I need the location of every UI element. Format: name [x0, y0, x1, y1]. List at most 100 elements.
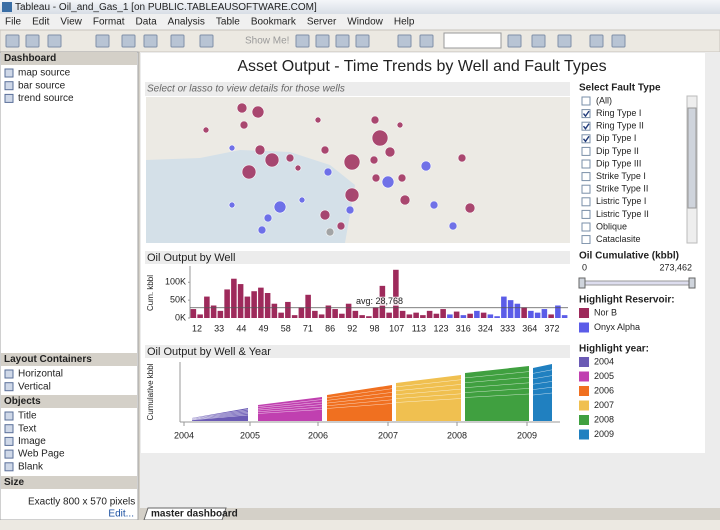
- toolbar-icon[interactable]: [397, 34, 412, 48]
- bar[interactable]: [318, 314, 325, 318]
- menu-item[interactable]: File: [5, 17, 22, 28]
- toolbar-icon[interactable]: [5, 34, 20, 48]
- checkbox[interactable]: [581, 184, 591, 194]
- bar[interactable]: [561, 315, 568, 318]
- bar[interactable]: [528, 310, 534, 318]
- filter-item-label[interactable]: (All): [596, 95, 612, 105]
- checkbox[interactable]: [581, 172, 591, 182]
- bar[interactable]: [426, 310, 433, 318]
- checkbox[interactable]: [581, 146, 591, 156]
- legend-label[interactable]: Onyx Alpha: [594, 322, 640, 332]
- map[interactable]: [146, 97, 570, 243]
- panel-item[interactable]: Horizontal: [18, 369, 63, 380]
- map-well[interactable]: [263, 213, 273, 223]
- bar[interactable]: [372, 307, 379, 318]
- filter-item-label[interactable]: Dip Type II: [596, 146, 639, 156]
- checkbox[interactable]: [581, 159, 591, 169]
- bar[interactable]: [312, 310, 318, 318]
- filter-item-label[interactable]: Dip Type III: [596, 158, 641, 168]
- filter-item-label[interactable]: Ring Type II: [596, 121, 644, 131]
- bar[interactable]: [352, 310, 359, 318]
- bar[interactable]: [487, 314, 494, 318]
- bar[interactable]: [366, 316, 372, 318]
- bar[interactable]: [420, 315, 426, 318]
- checkbox[interactable]: [581, 109, 591, 119]
- menu-item[interactable]: Analysis: [168, 17, 205, 28]
- toolbar-icon[interactable]: [589, 34, 604, 48]
- map-well[interactable]: [448, 221, 458, 231]
- area-band[interactable]: [465, 366, 529, 421]
- map-well[interactable]: [345, 205, 355, 215]
- filter-item-label[interactable]: Ring Type I: [596, 108, 641, 118]
- bar[interactable]: [555, 305, 561, 319]
- toolbar-icon[interactable]: [531, 34, 546, 48]
- checkbox[interactable]: [581, 222, 591, 232]
- map-well[interactable]: [257, 225, 267, 235]
- menu-item[interactable]: Help: [394, 17, 415, 28]
- bar[interactable]: [514, 303, 521, 318]
- map-well[interactable]: [298, 196, 306, 204]
- map-well[interactable]: [323, 167, 333, 177]
- checkbox[interactable]: [581, 209, 591, 219]
- toolbar-icon[interactable]: [199, 34, 214, 48]
- panel-item[interactable]: Vertical: [18, 381, 51, 392]
- map-well[interactable]: [371, 173, 381, 183]
- map-well[interactable]: [343, 153, 361, 171]
- menu-item[interactable]: Bookmark: [251, 17, 297, 28]
- bar[interactable]: [474, 310, 480, 318]
- filter-item-label[interactable]: Dip Type I: [596, 133, 636, 143]
- map-well[interactable]: [202, 126, 210, 134]
- menu-item[interactable]: View: [60, 17, 82, 28]
- filter-item-label[interactable]: Cataclasite: [596, 234, 641, 244]
- bar[interactable]: [210, 305, 217, 319]
- legend-swatch[interactable]: [579, 400, 589, 411]
- legend-label[interactable]: 2006: [594, 385, 614, 395]
- bar[interactable]: [541, 309, 548, 318]
- legend-swatch[interactable]: [579, 357, 589, 367]
- map-well[interactable]: [264, 152, 280, 168]
- bar[interactable]: [386, 312, 392, 318]
- bar[interactable]: [298, 307, 305, 318]
- slider-max-thumb[interactable]: [688, 277, 696, 289]
- toolbar-icon[interactable]: [121, 34, 136, 48]
- filter-item-label[interactable]: Strike Type I: [596, 171, 646, 181]
- map-well[interactable]: [239, 120, 249, 130]
- bar[interactable]: [291, 315, 298, 318]
- map-well[interactable]: [344, 187, 360, 203]
- bar[interactable]: [251, 291, 257, 318]
- bar[interactable]: [433, 313, 440, 318]
- map-well[interactable]: [228, 144, 236, 152]
- bar[interactable]: [258, 287, 264, 318]
- toolbar-icon[interactable]: [355, 34, 370, 48]
- map-well[interactable]: [369, 155, 379, 165]
- menu-item[interactable]: Window: [347, 17, 383, 28]
- map-well[interactable]: [336, 221, 346, 231]
- filter-item-label[interactable]: Oblique: [596, 221, 627, 231]
- bar[interactable]: [190, 309, 197, 318]
- bar[interactable]: [399, 310, 406, 318]
- map-well[interactable]: [370, 115, 380, 125]
- bar[interactable]: [440, 309, 446, 318]
- bar[interactable]: [460, 315, 467, 318]
- filter-item-label[interactable]: Strike Type II: [596, 184, 648, 194]
- legend-label[interactable]: Nor B: [594, 307, 617, 317]
- map-well[interactable]: [251, 105, 265, 119]
- toolbar-icon[interactable]: [170, 34, 185, 48]
- legend-label[interactable]: 2007: [594, 400, 614, 410]
- panel-item[interactable]: bar source: [18, 80, 66, 91]
- toolbar-icon[interactable]: [47, 34, 62, 48]
- map-well[interactable]: [399, 194, 411, 206]
- bar[interactable]: [278, 312, 284, 318]
- toolbar-icon[interactable]: [335, 34, 350, 48]
- bar[interactable]: [339, 313, 345, 318]
- checkbox[interactable]: [581, 121, 591, 131]
- map-well[interactable]: [420, 160, 432, 172]
- bar[interactable]: [217, 310, 224, 318]
- bar[interactable]: [224, 289, 230, 318]
- map-well[interactable]: [381, 175, 395, 189]
- size-edit[interactable]: Edit...: [108, 509, 134, 520]
- filter-item-label[interactable]: Listric Type I: [596, 196, 646, 206]
- menu-item[interactable]: Edit: [32, 17, 49, 28]
- bar[interactable]: [197, 314, 203, 318]
- map-well[interactable]: [273, 200, 287, 214]
